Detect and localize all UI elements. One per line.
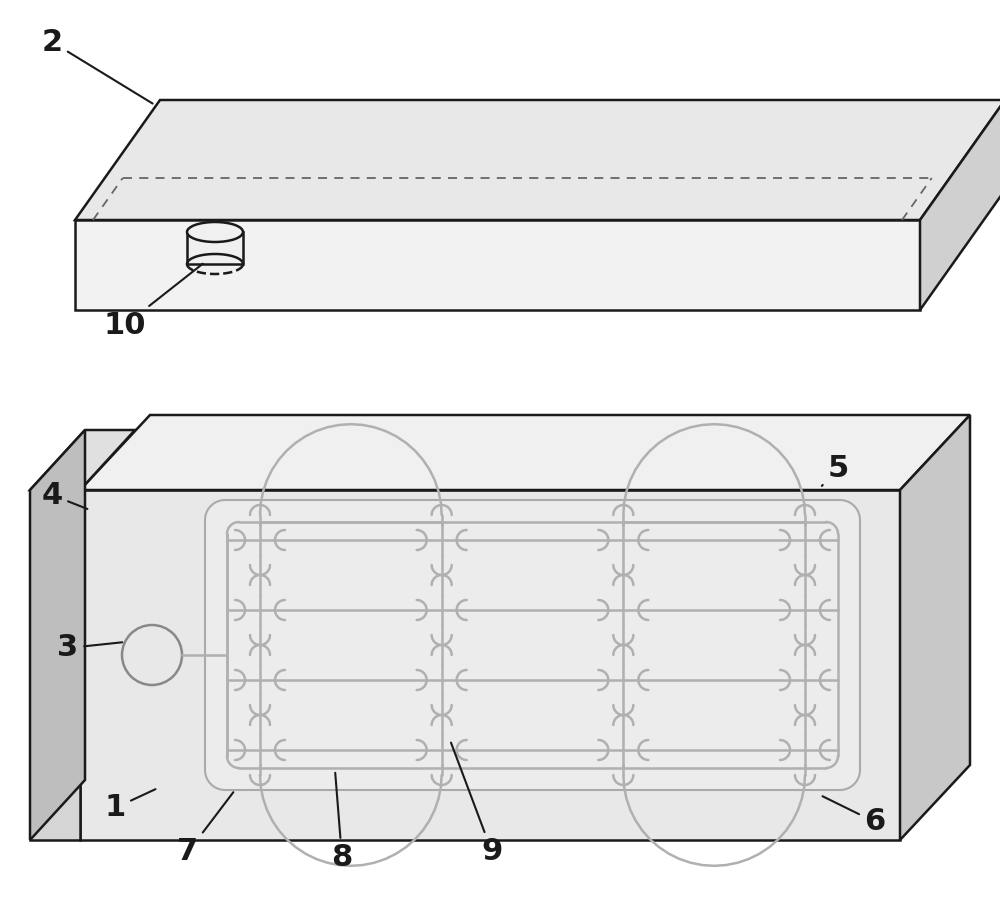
Text: 1: 1 [104, 790, 155, 823]
Text: 8: 8 [331, 773, 353, 872]
Text: 10: 10 [104, 264, 203, 339]
Polygon shape [75, 220, 920, 310]
Text: 9: 9 [451, 743, 503, 867]
Polygon shape [80, 415, 970, 490]
Text: 5: 5 [822, 454, 849, 486]
Text: 7: 7 [177, 792, 233, 867]
Polygon shape [30, 430, 135, 490]
Polygon shape [187, 232, 243, 264]
Polygon shape [75, 100, 1000, 220]
Text: 3: 3 [57, 634, 122, 662]
Polygon shape [80, 490, 900, 840]
Polygon shape [920, 100, 1000, 310]
Polygon shape [900, 415, 970, 840]
Polygon shape [205, 500, 860, 790]
Polygon shape [30, 430, 85, 840]
Text: 4: 4 [41, 481, 87, 510]
Polygon shape [30, 490, 80, 840]
Circle shape [122, 625, 182, 685]
Ellipse shape [187, 222, 243, 242]
Text: 6: 6 [822, 796, 886, 836]
Text: 2: 2 [41, 28, 153, 104]
